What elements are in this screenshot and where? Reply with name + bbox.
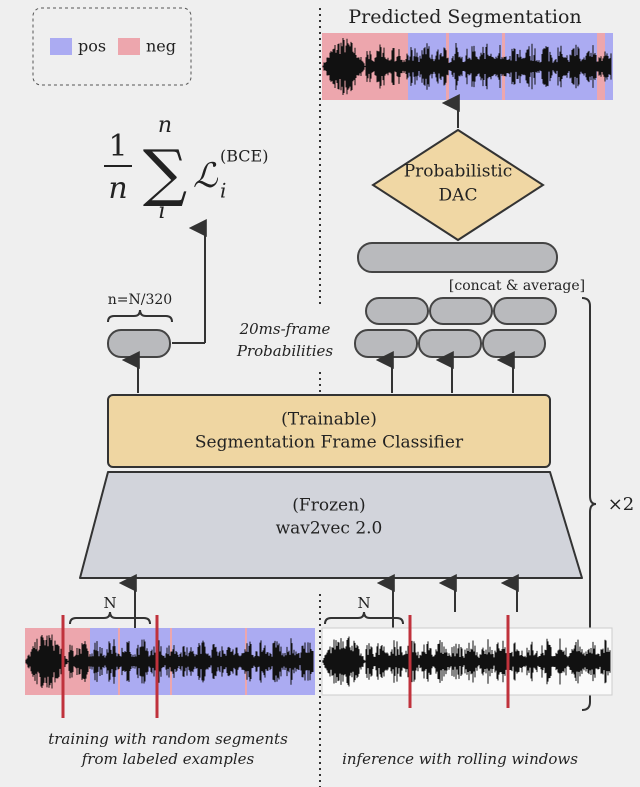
caption: training with random segments xyxy=(48,730,288,748)
legend-swatch xyxy=(50,38,72,55)
repeat-label: ×2 xyxy=(608,494,635,515)
loss-sup: (BCE) xyxy=(220,147,268,166)
predicted-waveform xyxy=(322,33,613,100)
window-label: N xyxy=(357,594,370,612)
classifier-label: (Trainable) xyxy=(281,410,377,430)
average-pill xyxy=(357,242,558,273)
encoder-label: wav2vec 2.0 xyxy=(276,519,383,539)
frame-pill xyxy=(493,297,557,325)
encoder-label: (Frozen) xyxy=(292,496,365,516)
legend-label: pos xyxy=(78,37,106,56)
frame-pill xyxy=(107,329,171,358)
classifier-label: Segmentation Frame Classifier xyxy=(195,433,464,453)
frame-pill xyxy=(354,329,418,358)
frame-pill xyxy=(365,297,429,325)
frame-pill xyxy=(429,297,493,325)
brace xyxy=(69,611,151,625)
dac-label: DAC xyxy=(439,186,478,206)
frame-pill xyxy=(482,329,546,358)
classifier-box xyxy=(107,394,551,468)
sum-lower: i xyxy=(158,199,165,224)
concat-note: [concat & average] xyxy=(449,278,585,294)
inference-waveform xyxy=(321,627,613,696)
encoder-box xyxy=(79,471,583,579)
dac-diamond xyxy=(371,128,545,242)
window-label: N xyxy=(103,594,116,612)
brace xyxy=(324,611,404,625)
legend-swatch xyxy=(118,38,140,55)
legend-label: neg xyxy=(146,37,176,56)
repeat-bracket xyxy=(581,297,597,711)
caption: from labeled examples xyxy=(81,750,255,768)
dac-label: Probabilistic xyxy=(404,162,513,182)
prediction-title: Predicted Segmentation xyxy=(348,6,581,28)
loss-sub: i xyxy=(220,179,226,203)
frame-pill xyxy=(418,329,482,358)
training-waveform xyxy=(25,628,315,695)
sum-sign: ∑ xyxy=(143,136,187,209)
output-size: n=N/320 xyxy=(108,292,172,308)
caption: inference with rolling windows xyxy=(342,750,578,768)
waveform xyxy=(322,636,611,687)
loss-denominator: n xyxy=(108,171,127,206)
probabilities-note: Probabilities xyxy=(236,342,334,360)
brace xyxy=(107,309,173,323)
probabilities-note: 20ms-frame xyxy=(239,320,331,338)
waveform xyxy=(25,634,314,689)
sum-upper: n xyxy=(158,113,172,138)
loss-numerator: 1 xyxy=(108,129,127,164)
waveform xyxy=(322,38,612,95)
loss-term: ℒ xyxy=(193,156,219,196)
